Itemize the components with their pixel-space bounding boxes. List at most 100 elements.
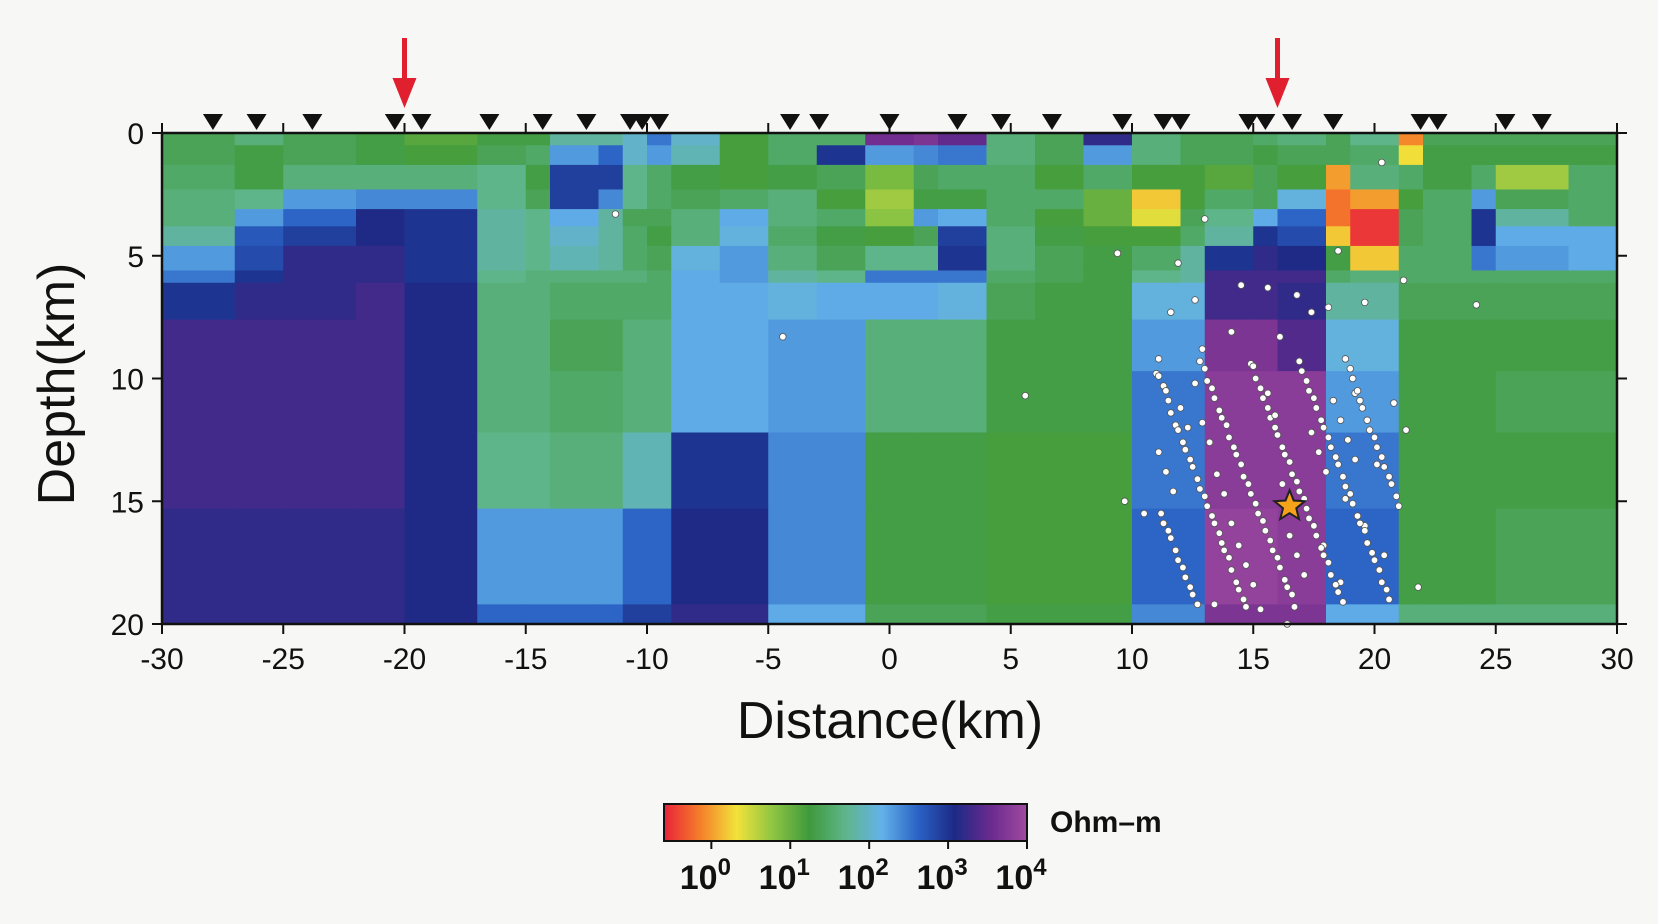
event-point: [1339, 473, 1347, 481]
heatmap-cell: [162, 133, 236, 146]
event-point: [1281, 450, 1289, 459]
heatmap-cell: [913, 319, 939, 372]
event-point: [1113, 249, 1122, 257]
heatmap-cell: [1132, 245, 1182, 272]
heatmap-cell: [719, 164, 769, 191]
heatmap-cell: [768, 432, 818, 510]
event-point: [1327, 571, 1335, 579]
heatmap-cell: [356, 226, 406, 247]
heatmap-cell: [622, 371, 648, 434]
heatmap-cell: [1423, 282, 1473, 321]
heatmap-cell: [550, 604, 600, 625]
heatmap-cell: [1398, 245, 1424, 272]
heatmap-cell: [1471, 432, 1497, 510]
heatmap-cell: [356, 508, 406, 605]
heatmap-cell: [865, 282, 915, 321]
event-point: [1341, 495, 1350, 503]
heatmap-cell: [1495, 209, 1570, 227]
station-triangle-icon: [532, 114, 553, 130]
event-point: [1310, 394, 1318, 402]
event-point: [1317, 416, 1325, 424]
heatmap-cell: [1495, 145, 1570, 166]
heatmap-cell: [525, 145, 551, 166]
heatmap-cell: [477, 270, 527, 284]
heatmap-cell: [598, 189, 624, 210]
heatmap-cell: [1350, 189, 1400, 210]
heatmap-cell: [598, 133, 624, 146]
heatmap-cell: [1083, 604, 1133, 625]
heatmap-cell: [816, 245, 866, 272]
heatmap-cell: [816, 164, 866, 191]
heatmap-cell: [283, 432, 357, 510]
event-point: [1346, 490, 1354, 498]
heatmap-cell: [1495, 508, 1570, 605]
heatmap-cell: [719, 245, 769, 272]
heatmap-cell: [719, 282, 769, 321]
event-point: [1179, 563, 1187, 572]
station-triangle-icon: [991, 114, 1012, 130]
heatmap-cell: [550, 371, 600, 434]
heatmap-cell: [404, 189, 478, 210]
heatmap-cell: [525, 133, 551, 146]
event-point: [1154, 355, 1163, 363]
station-triangle-icon: [302, 114, 323, 130]
heatmap-cell: [913, 371, 939, 434]
event-point: [1220, 490, 1228, 498]
event-point: [1198, 345, 1207, 353]
heatmap-cell: [671, 209, 721, 227]
event-point: [1382, 585, 1391, 594]
heatmap-cell: [598, 604, 624, 625]
y-tick-label: 15: [111, 486, 144, 519]
heatmap-cell: [1326, 209, 1351, 227]
heatmap-cell: [1398, 432, 1424, 510]
heatmap-cell: [1083, 164, 1133, 191]
event-point: [1162, 468, 1170, 476]
event-point: [1302, 377, 1311, 385]
event-point: [1395, 502, 1403, 510]
event-point: [1356, 519, 1364, 528]
heatmap-cell: [525, 508, 551, 605]
heatmap-cell: [816, 270, 866, 284]
event-point: [1154, 372, 1163, 380]
event-point: [1293, 551, 1301, 559]
x-tick-label: -30: [140, 643, 183, 676]
heatmap-cell: [1568, 145, 1618, 166]
heatmap-cell: [1398, 319, 1424, 372]
event-point: [1276, 563, 1284, 572]
station-triangle-icon: [879, 114, 900, 130]
event-point: [1244, 480, 1253, 488]
heatmap-cell: [865, 508, 915, 605]
event-point: [1167, 409, 1175, 417]
heatmap-cell: [986, 189, 1036, 210]
heatmap-cell: [1204, 245, 1254, 272]
heatmap-cell: [525, 189, 551, 210]
heatmap-cell: [865, 164, 915, 191]
event-point: [1341, 482, 1350, 491]
heatmap-cell: [1204, 189, 1254, 210]
heatmap-cell: [550, 226, 600, 247]
event-point: [611, 210, 620, 218]
heatmap-cell: [234, 245, 284, 272]
event-point: [1402, 426, 1410, 434]
heatmap-cell: [938, 164, 988, 191]
heatmap-cell: [1083, 508, 1133, 605]
event-point: [1220, 546, 1228, 555]
station-triangle-icon: [384, 114, 405, 130]
heatmap-cell: [1204, 226, 1254, 247]
heatmap-cell: [1180, 145, 1206, 166]
heatmap-cell: [913, 604, 939, 625]
heatmap-cell: [283, 508, 357, 605]
heatmap-cell: [671, 319, 721, 372]
heatmap-cell: [598, 226, 624, 247]
event-point: [1268, 546, 1277, 555]
arrow-head-icon: [392, 78, 417, 108]
heatmap-cell: [356, 282, 406, 321]
event-point: [1237, 460, 1245, 469]
heatmap-cell: [1180, 270, 1206, 284]
event-point: [1203, 502, 1211, 510]
event-point: [1140, 509, 1148, 518]
event-point: [1324, 433, 1333, 442]
heatmap-cell: [1180, 226, 1206, 247]
station-triangle-icon: [1170, 114, 1191, 130]
heatmap-cell: [404, 145, 478, 166]
